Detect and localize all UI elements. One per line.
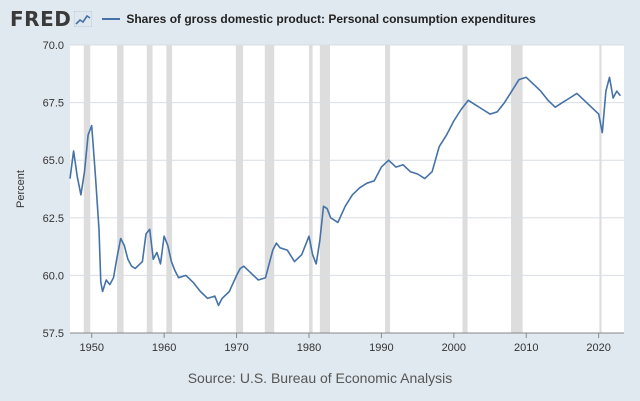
recession-band — [599, 45, 602, 333]
x-axis-ticks: 1950 1960 1970 1980 1990 2000 2010 2020 — [70, 332, 624, 354]
x-tick-label: 1950 — [79, 342, 103, 354]
fred-logo-text: FRED — [10, 7, 72, 31]
series-line — [69, 76, 622, 307]
y-tick-label: 60.0 — [43, 270, 64, 282]
recession-band — [511, 45, 523, 333]
recession-band — [462, 45, 468, 333]
recession-band — [166, 45, 173, 333]
chart-line-icon — [74, 11, 93, 27]
recession-bands — [83, 45, 602, 333]
x-tick-label: 1990 — [369, 342, 393, 354]
y-tick-label: 57.5 — [43, 328, 64, 340]
x-tick-label: 2010 — [514, 342, 538, 354]
recession-band — [235, 45, 244, 333]
y-tick-label: 70.0 — [43, 40, 64, 52]
recession-band — [117, 45, 124, 333]
y-axis-label: Percent — [15, 170, 27, 208]
fred-logo[interactable]: FRED — [10, 7, 93, 31]
recession-band — [385, 45, 391, 333]
recession-band — [319, 45, 330, 333]
x-tick-label: 1960 — [152, 342, 176, 354]
chart-header: FRED Shares of gross domestic product: P… — [10, 6, 536, 32]
plot-area — [70, 45, 624, 333]
recession-band — [83, 45, 91, 333]
source-note: Source: U.S. Bureau of Economic Analysis — [187, 370, 453, 386]
x-tick-label: 2020 — [586, 342, 610, 354]
chart-legend: Shares of gross domestic product: Person… — [102, 12, 536, 26]
recession-band — [308, 45, 313, 333]
recession-band — [264, 45, 275, 333]
legend-series-label: Shares of gross domestic product: Person… — [126, 12, 536, 26]
y-tick-label: 62.5 — [43, 213, 64, 225]
x-tick-label: 1980 — [297, 342, 321, 354]
x-tick-label: 1970 — [224, 342, 248, 354]
y-axis-ticks: 57.5 60.0 62.5 65.0 67.5 70.0 — [43, 40, 64, 340]
x-tick-label: 2000 — [442, 342, 466, 354]
recession-band — [146, 45, 153, 333]
y-tick-label: 67.5 — [43, 98, 64, 110]
legend-line-swatch — [102, 18, 121, 20]
y-tick-label: 65.0 — [43, 155, 64, 167]
